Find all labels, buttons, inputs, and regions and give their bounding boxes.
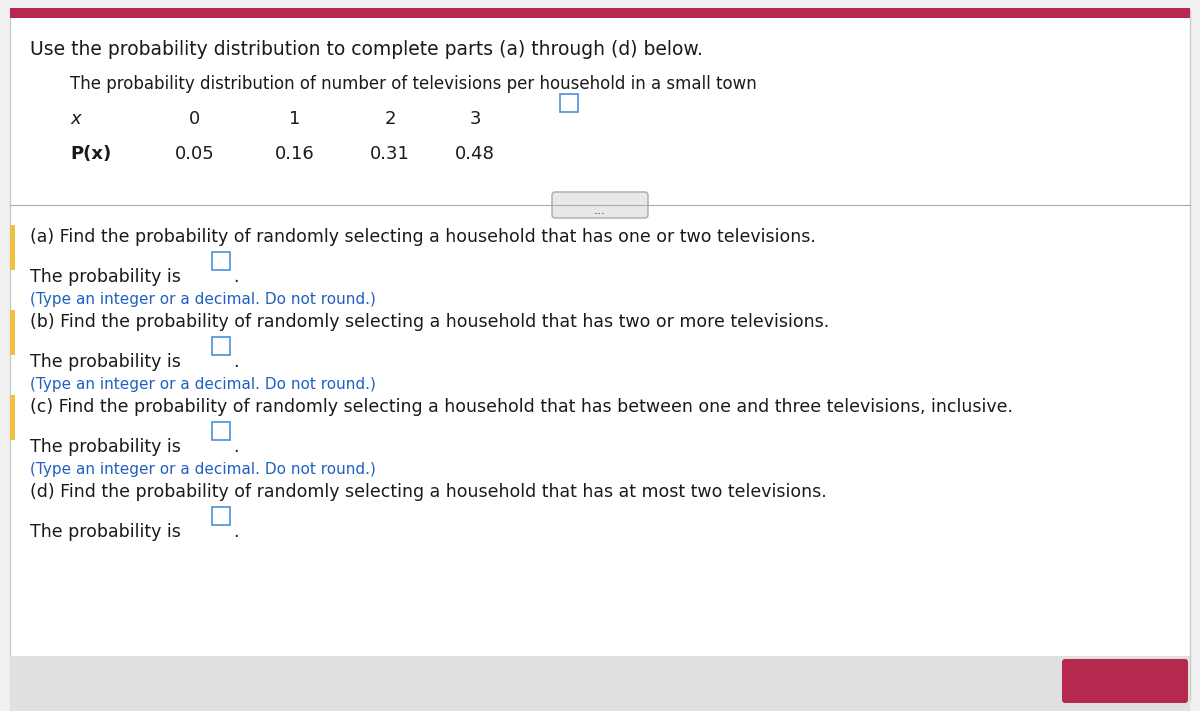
Text: 0.31: 0.31: [370, 145, 410, 163]
Text: The probability is: The probability is: [30, 438, 181, 456]
Text: Use the probability distribution to complete parts (a) through (d) below.: Use the probability distribution to comp…: [30, 40, 703, 59]
Bar: [10, 656, 1190, 711]
Bar: [560, 94, 578, 112]
Text: (b) Find the probability of randomly selecting a household that has two or more : (b) Find the probability of randomly sel…: [30, 313, 829, 331]
Text: (Type an integer or a decimal. Do not round.): (Type an integer or a decimal. Do not ro…: [30, 292, 376, 307]
Text: .: .: [233, 353, 239, 371]
Text: (d) Find the probability of randomly selecting a household that has at most two : (d) Find the probability of randomly sel…: [30, 483, 827, 501]
Text: 0.48: 0.48: [455, 145, 494, 163]
Text: x: x: [70, 110, 80, 128]
Text: (a) Find the probability of randomly selecting a household that has one or two t: (a) Find the probability of randomly sel…: [30, 228, 816, 246]
Text: 1: 1: [289, 110, 301, 128]
Text: 2: 2: [384, 110, 396, 128]
Text: .: .: [233, 268, 239, 286]
Bar: [212, 252, 230, 270]
Text: The probability is: The probability is: [30, 268, 181, 286]
Text: 0.05: 0.05: [175, 145, 215, 163]
Text: ...: ...: [594, 204, 606, 217]
Bar: [10, 395, 14, 440]
Bar: [10, 8, 1190, 18]
Bar: [10, 225, 14, 270]
FancyBboxPatch shape: [1062, 659, 1188, 703]
Text: 3: 3: [469, 110, 481, 128]
Text: 0: 0: [190, 110, 200, 128]
Text: (Type an integer or a decimal. Do not round.): (Type an integer or a decimal. Do not ro…: [30, 462, 376, 477]
Text: P(x): P(x): [70, 145, 112, 163]
Bar: [212, 422, 230, 440]
Text: (Type an integer or a decimal. Do not round.): (Type an integer or a decimal. Do not ro…: [30, 377, 376, 392]
Text: .: .: [233, 523, 239, 541]
Text: The probability is: The probability is: [30, 353, 181, 371]
Text: .: .: [233, 438, 239, 456]
Text: (c) Find the probability of randomly selecting a household that has between one : (c) Find the probability of randomly sel…: [30, 398, 1013, 416]
Bar: [10, 310, 14, 355]
Bar: [212, 337, 230, 355]
FancyBboxPatch shape: [552, 192, 648, 218]
Text: The probability distribution of number of televisions per household in a small t: The probability distribution of number o…: [70, 75, 757, 93]
Text: 0.16: 0.16: [275, 145, 314, 163]
Bar: [212, 507, 230, 525]
Text: The probability is: The probability is: [30, 523, 181, 541]
